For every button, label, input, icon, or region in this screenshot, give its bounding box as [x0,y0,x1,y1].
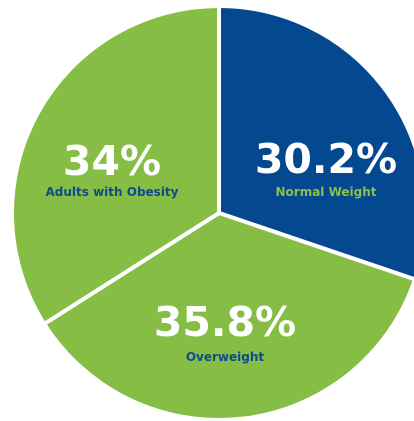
pie-slice-adults-with-obesity [10,4,221,326]
slice-value-label-overweight: 35.8% [154,298,296,346]
slice-value-label-adults-with-obesity: 34% [63,137,161,185]
slice-label-normal-weight: Normal Weight [275,185,376,199]
pie-slice-overweight [42,211,414,421]
pie-slice-normal-weight [217,4,414,282]
pie-slices [10,4,414,421]
slice-label-overweight: Overweight [186,350,265,364]
slice-label-adults-with-obesity: Adults with Obesity [46,185,179,199]
slice-value-label-normal-weight: 30.2% [255,135,397,183]
